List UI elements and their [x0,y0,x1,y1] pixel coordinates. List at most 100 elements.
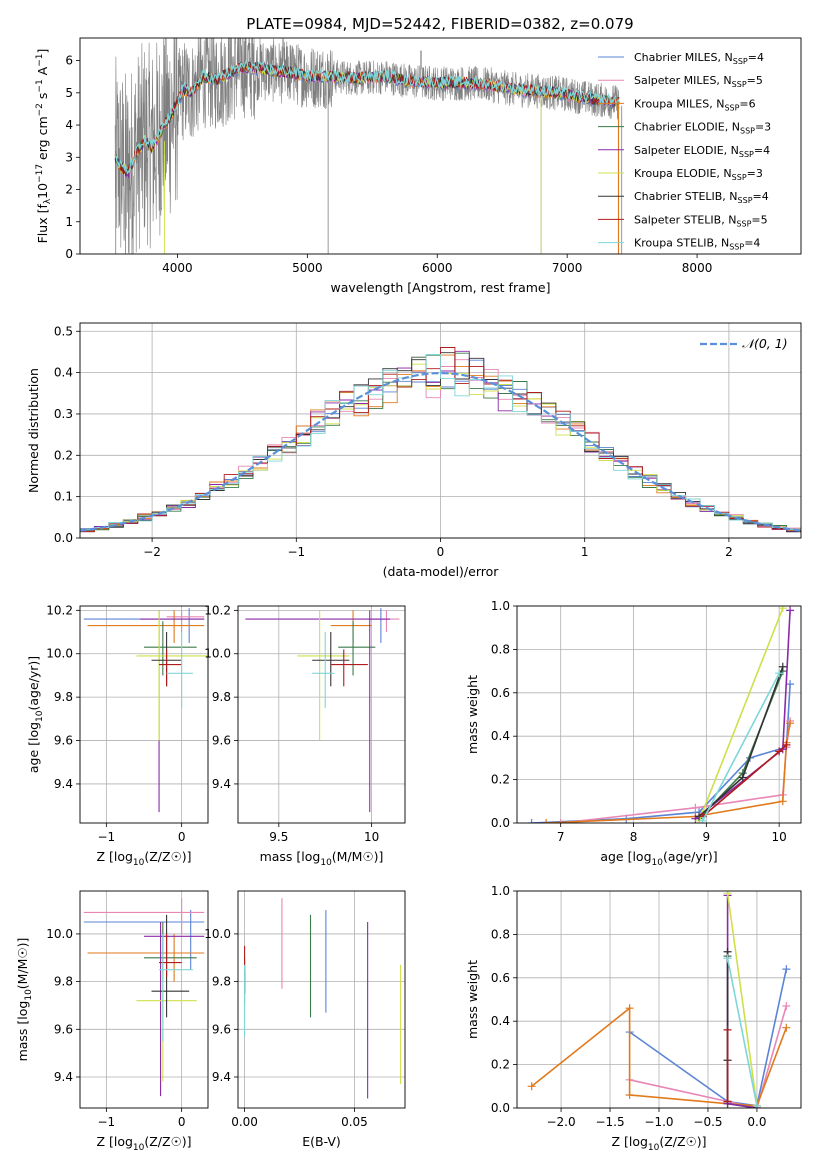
x-tick-label: 0.00 [231,1115,258,1129]
y-tick-label: 0.2 [54,448,73,462]
massweight_vs_age-marks [527,606,795,823]
y-tick-label: 9.8 [54,690,73,704]
axes-frame [516,605,802,824]
mass_vs_ebv-marks [244,898,402,1099]
y-tick-label: 0.4 [491,1014,510,1028]
x-tick-label: 10 [772,830,787,844]
y-tick-label: 9.8 [212,975,231,989]
y-tick-label: 10.0 [46,927,73,941]
y-tick-label: 0.1 [54,490,73,504]
spectrum-marks [114,38,623,254]
weight-marker-kroupa_miles [527,1082,536,1091]
x-label-sub: 10 [648,1143,660,1153]
x-tick-label: −1.0 [644,1115,673,1129]
y-tick-label: 9.4 [54,777,73,791]
weight-marker-salpeter_elodie [786,606,795,615]
age_vs_Z-panel: −1 0 9.4 9.6 9.8 10.0 10.2 Z [log10(Z/Z☉)] age [… [26,603,209,868]
x-label-sub: 10 [133,1143,145,1153]
legend-label-kroupa_stelib: Kroupa STELIB, NSSP=4 [634,237,760,252]
y-tick-label: 0.6 [491,686,510,700]
weight-line-kroupa_stelib [726,958,758,1106]
histogram-kroupa_stelib [80,354,801,531]
weight-marker-chabrier_stelib [778,662,787,671]
y-axis-label: mass weight [465,675,480,754]
y-tick-label: 10.0 [204,647,231,661]
weight-line-kroupa_miles [531,1006,788,1107]
x-label-sub: 10 [320,858,332,868]
massweight_vs_Z-panel: −2.0 −1.5 −1.0 −0.5 0.0 0.0 0.2 0.4 0.6 0.8 1.0 Z [… [465,884,802,1153]
y-tick-label: 0.8 [491,927,510,941]
weight-marker-kroupa_stelib [775,669,784,678]
y-axis-label: Normed distribution [26,368,41,493]
weight-marker-kroupa_stelib [723,954,732,963]
weight-marker-kroupa_miles [625,1004,634,1013]
x-label-main: mass [log [260,849,321,864]
y-tick-label: 0.2 [491,1058,510,1072]
weight-marker-kroupa_stelib [698,816,707,823]
y-tick-label: 5 [65,86,73,100]
y-tick-label: 0.4 [491,729,510,743]
x-axis-label: (data-model)/error [383,564,500,579]
y-tick-label: 0.6 [491,971,510,985]
weight-line-salpeter_elodie [694,610,791,820]
mass_vs_ebv-panel: 0.00 0.05 9.4 9.6 9.8 10.0 E(B-V) [204,890,406,1149]
y-tick-label: 10.2 [204,603,231,617]
x-label-main: Z [log [96,849,132,864]
y-tick-label: 0.2 [491,773,510,787]
y-tick-label: 6 [65,54,73,68]
x-tick-label: 9.5 [269,830,288,844]
figure-title: PLATE=0984, MJD=52442, FIBERID=0382, z=0… [246,15,633,33]
y-tick-label: 10.0 [204,927,231,941]
axes-frame [79,322,802,539]
y-tick-label: 9.6 [212,1022,231,1036]
legend-label-chabrier_miles: Chabrier MILES, NSSP=4 [634,51,764,66]
x-label-tail: (M/M☉)] [332,849,384,864]
x-label-tail: (Z/Z☉)] [144,849,191,864]
y-axis-label: mass [log10(M/M☉)] [15,938,34,1062]
y-tick-label: 0.0 [491,816,510,830]
massweight_vs_Z-marks [527,891,791,1108]
mass_vs_Z-panel: −1 0 9.4 9.6 9.8 10.0 Z [log10(Z/Z☉)] mass [log… [15,890,209,1153]
weight-marker-salpeter_stelib [775,747,784,756]
x-tick-label: 5000 [292,261,323,275]
legend-label-chabrier_elodie: Chabrier ELODIE, NSSP=3 [634,121,771,136]
weight-marker-salpeter_stelib [723,1025,732,1034]
x-label-tail: (Z/Z☉)] [144,1134,191,1149]
y-tick-label: 3 [65,150,73,164]
y-axis-label: Flux [fλ10−17 erg cm−2 s−1 A−1] [35,49,53,244]
residual_histogram-panel: −2 −1 0 1 2 0.0 0.1 0.2 0.3 0.4 0.5 𝒩(0, 1) (data-mo… [26,322,802,579]
x-axis-label: age [log10(age/yr)] [600,849,717,868]
age_vs_mass-marks [245,608,400,813]
y-tick-label: 0.4 [54,366,73,380]
x-tick-label: 9 [703,830,711,844]
y-tick-label: 1.0 [491,884,510,898]
y-tick-label: 0.8 [491,642,510,656]
y-tick-label: 10.2 [46,603,73,617]
x-tick-label: 2 [725,545,733,559]
weight-marker-kroupa_stelib [752,1101,761,1108]
x-tick-label: 8 [630,830,638,844]
y-tick-label: 1.0 [491,599,510,613]
x-tick-label: 7000 [552,261,583,275]
x-tick-label: 8000 [682,261,713,275]
x-axis-label: Z [log10(Z/Z☉)] [611,1134,706,1153]
legend-label-salpeter_miles: Salpeter MILES, NSSP=5 [634,74,763,89]
x-tick-label: −1 [98,1115,116,1129]
x-axis-label: Z [log10(Z/Z☉)] [96,1134,191,1153]
weight-marker-salpeter_miles [691,803,700,812]
x-tick-label: 1 [581,545,589,559]
legend-label-chabrier_stelib: Chabrier STELIB, NSSP=4 [634,190,769,205]
mass_vs_Z-marks [83,898,205,1097]
gaussian-curve [80,371,801,532]
x-tick-label: −2 [143,545,161,559]
y-tick-label: 9.6 [54,734,73,748]
x-axis-label: wavelength [Angstrom, rest frame] [330,280,550,295]
x-tick-label: 0.05 [341,1115,368,1129]
y-tick-label: 9.4 [54,1070,73,1084]
weight-marker-kroupa_elodie [723,891,732,898]
weight-marker-chabrier_miles [782,965,791,974]
age_vs_Z-marks [83,608,208,813]
weight-marker-salpeter_miles [556,819,565,823]
legend-label-kroupa_miles: Kroupa MILES, NSSP=6 [634,97,756,112]
weight-marker-kroupa_miles [625,1090,634,1099]
